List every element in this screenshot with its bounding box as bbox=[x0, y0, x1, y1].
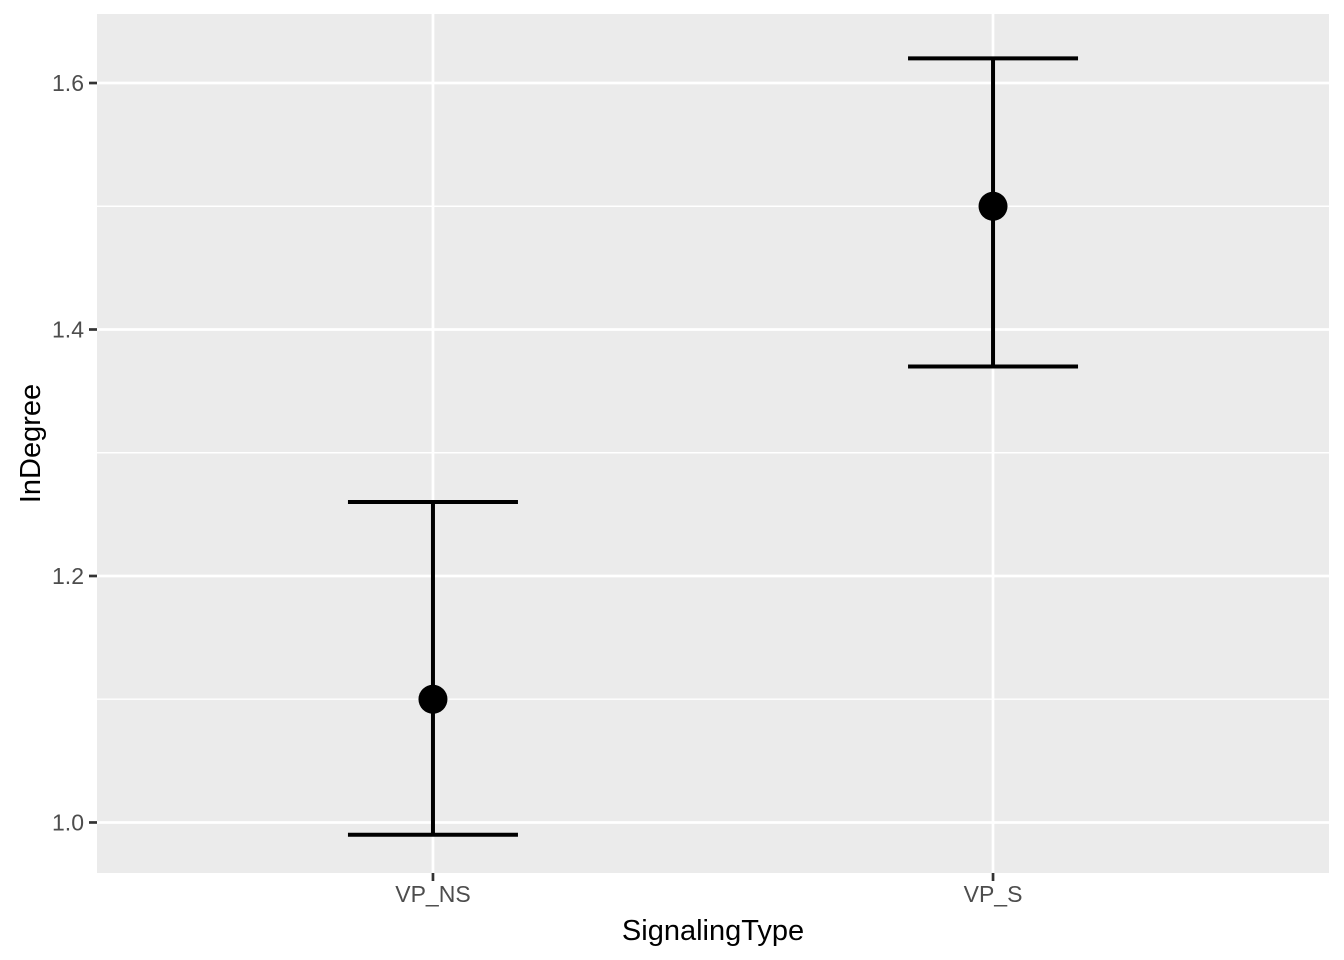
y-tick-label: 1.2 bbox=[52, 563, 84, 589]
x-tick-label: VP_NS bbox=[395, 881, 470, 907]
x-tick-label: VP_S bbox=[964, 881, 1023, 907]
mean-point bbox=[418, 684, 448, 714]
y-tick-label: 1.4 bbox=[52, 317, 84, 343]
y-axis-title: InDegree bbox=[15, 384, 47, 503]
x-axis-title: SignalingType bbox=[622, 915, 804, 947]
chart-layers: 1.0 1.2 1.4 1.6 VP_NS VP_S bbox=[52, 14, 1329, 907]
mean-point bbox=[978, 191, 1008, 221]
y-tick-label: 1.6 bbox=[52, 70, 84, 96]
plot-panel bbox=[97, 14, 1329, 873]
y-tick-label: 1.0 bbox=[52, 809, 84, 835]
